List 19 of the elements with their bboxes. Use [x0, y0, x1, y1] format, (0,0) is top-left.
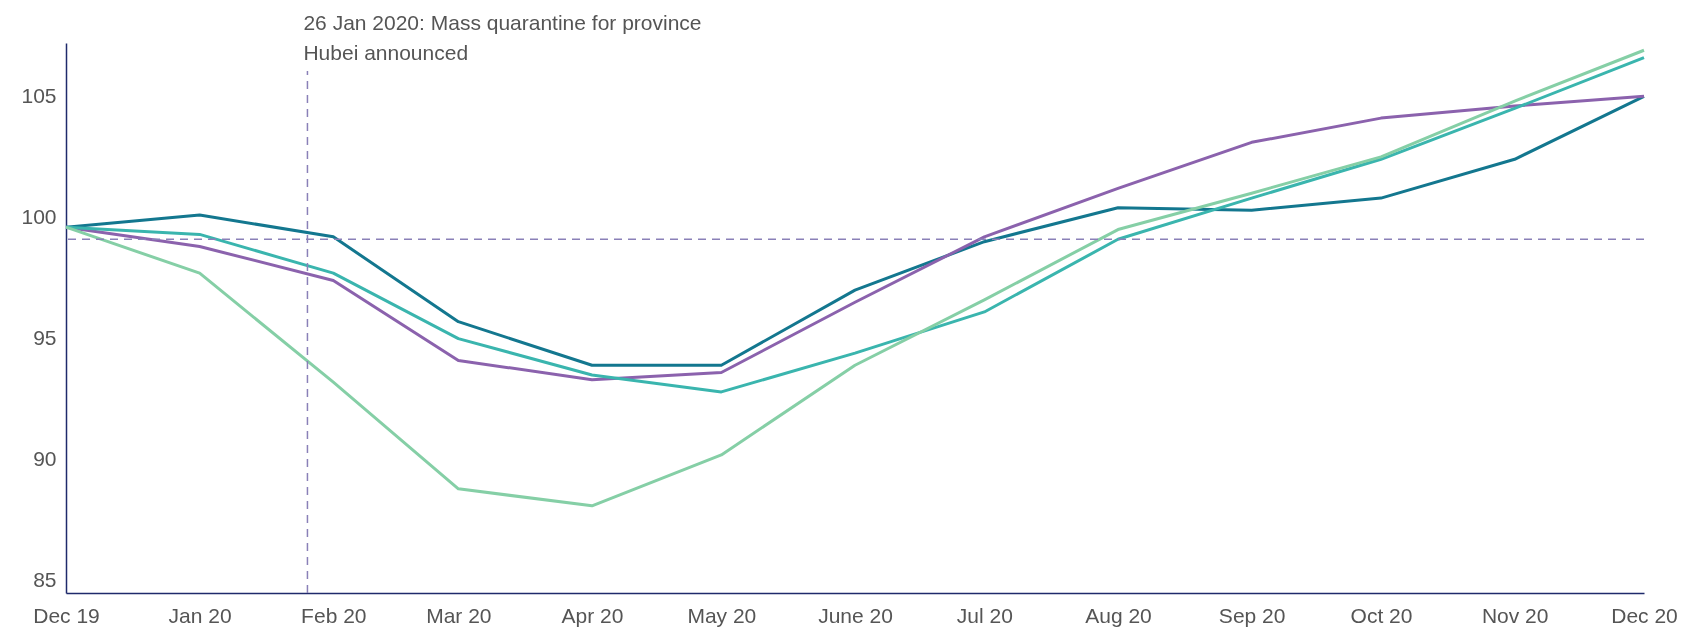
ref-line-label: 26 Jan 2020: Mass quarantine for province Hubei announced	[303, 11, 702, 64]
x-tick-label: Dec 20	[1611, 603, 1678, 627]
x-tick-label: Nov 20	[1481, 603, 1549, 627]
x-tick-label: Oct 20	[1350, 603, 1413, 627]
x-tick-label: Aug 20	[1085, 603, 1152, 627]
y-tick-label: 90	[33, 447, 57, 471]
x-tick-label: Sep 20	[1218, 603, 1286, 627]
x-tick-label: May 20	[687, 603, 757, 627]
x-tick-label: Mar 20	[426, 603, 492, 627]
y-tick-label: 95	[33, 326, 57, 350]
y-tick-label: 100	[21, 204, 57, 228]
x-tick-label: Feb 20	[301, 603, 367, 627]
y-tick-label: 105	[21, 83, 57, 107]
x-tick-label: Apr 20	[561, 603, 624, 627]
x-tick-label: Dec 19	[33, 603, 100, 627]
x-tick-label: June 20	[818, 603, 893, 627]
y-tick-label: 85	[33, 568, 57, 592]
x-tick-label: Jul 20	[956, 603, 1013, 627]
x-tick-label: Jan 20	[168, 603, 232, 627]
